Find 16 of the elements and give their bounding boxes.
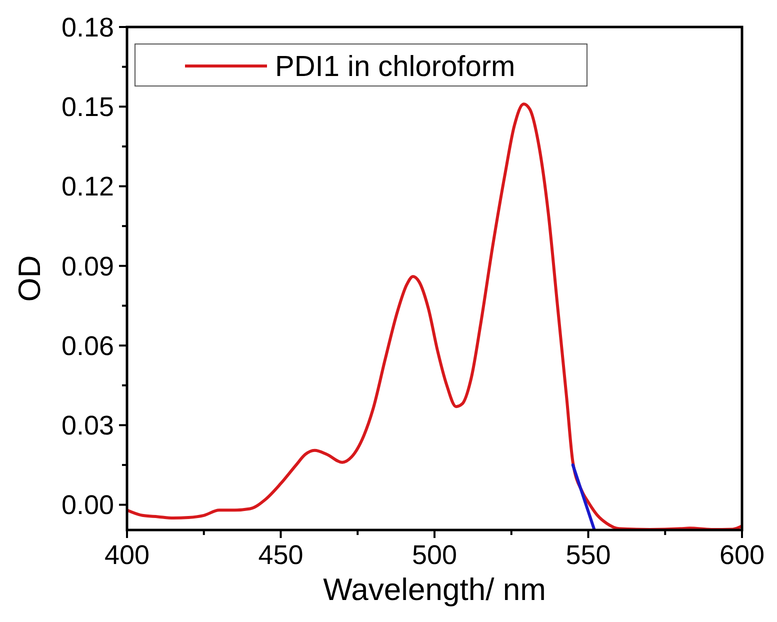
y-tick-label: 0.00 bbox=[61, 490, 114, 520]
y-tick-label: 0.09 bbox=[61, 251, 114, 282]
legend-label: PDI1 in chloroform bbox=[275, 51, 516, 84]
x-tick-label: 400 bbox=[104, 540, 150, 570]
line-series bbox=[127, 102, 742, 530]
y-tick-label: 0.06 bbox=[61, 330, 114, 361]
y-axis-title: OD bbox=[12, 255, 47, 302]
x-axis-title: Wavelength/ nm bbox=[323, 572, 546, 607]
y-tick-label: 0.12 bbox=[61, 172, 114, 202]
y-tick-label: 0.03 bbox=[61, 410, 114, 441]
y-tick-label: 0.15 bbox=[61, 92, 114, 122]
x-tick-label: 450 bbox=[258, 540, 304, 570]
x-tick-label: 600 bbox=[719, 540, 765, 570]
x-tick-label: 550 bbox=[566, 540, 611, 570]
y-tick-label: 0.18 bbox=[61, 12, 114, 42]
x-tick-label: 500 bbox=[412, 540, 458, 570]
